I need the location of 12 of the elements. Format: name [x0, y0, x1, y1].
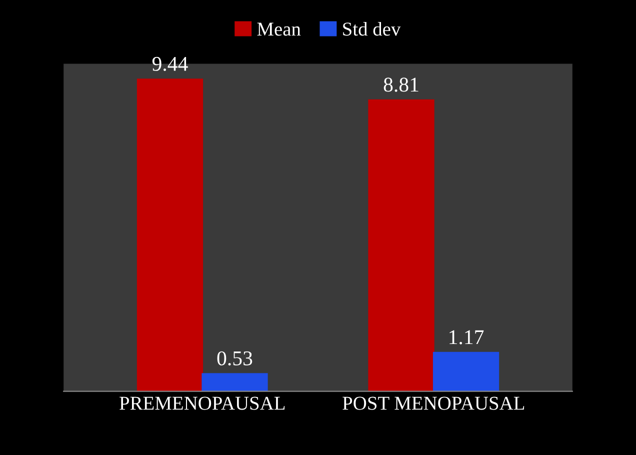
legend-label: Mean	[257, 22, 301, 36]
bar	[432, 352, 500, 392]
data-label: 8.81	[384, 78, 418, 92]
x-tick-label: POST MENOPAUSAL	[342, 396, 524, 410]
legend-label: Std dev	[343, 22, 401, 36]
bar	[136, 78, 204, 392]
data-label: 0.53	[217, 351, 252, 366]
data-label: 1.17	[450, 330, 484, 344]
bar	[202, 373, 268, 392]
x-tick-label: PREMENOPAUSAL	[120, 396, 285, 410]
bar	[368, 99, 434, 392]
data-label: 9.44	[152, 56, 188, 71]
